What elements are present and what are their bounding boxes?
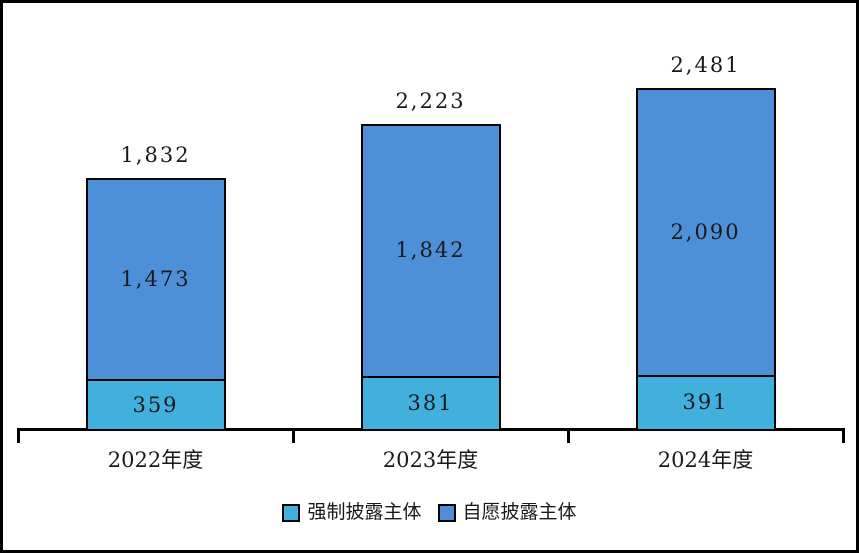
segment-value-label: 1,473: [120, 266, 191, 291]
legend-label: 强制披露主体: [307, 501, 422, 523]
x-axis-tick: [17, 428, 20, 443]
segment-value-label: 2,090: [670, 219, 741, 244]
segment-value-label: 359: [132, 392, 179, 417]
x-axis-tick: [567, 428, 570, 443]
legend-label: 自愿披露主体: [462, 501, 577, 523]
legend-swatch: [282, 503, 301, 522]
stacked-bar: 1,842 381: [360, 123, 501, 431]
legend: 强制披露主体 自愿披露主体: [3, 503, 856, 522]
bar-total-label: 2,481: [670, 52, 741, 77]
segment-value-label: 1,842: [395, 238, 466, 263]
stacked-bar: 2,090 391: [635, 87, 776, 431]
segment-value-label: 381: [407, 391, 454, 416]
legend-item: 强制披露主体: [282, 501, 422, 523]
bar-segment-voluntary: 2,090: [635, 87, 776, 377]
x-axis-tick: [292, 428, 295, 443]
bar-segment-voluntary: 1,842: [360, 123, 501, 379]
x-category-label: 2024年度: [657, 448, 754, 472]
x-category-label: 2022年度: [107, 448, 204, 472]
plot-area: 1,473 359 1,832 2022年度 1,842 381 2,223 2023年度 2,…: [3, 3, 856, 550]
bar-segment-mandatory: 391: [635, 376, 776, 431]
bar-segment-mandatory: 381: [360, 378, 501, 431]
x-axis-tick: [842, 428, 845, 443]
stacked-bar: 1,473 359: [85, 177, 226, 431]
bar-segment-mandatory: 359: [85, 381, 226, 431]
bar-total-label: 2,223: [395, 88, 466, 113]
x-category-label: 2023年度: [382, 448, 479, 472]
legend-item: 自愿披露主体: [437, 501, 577, 523]
bar-segment-voluntary: 1,473: [85, 177, 226, 382]
legend-swatch: [437, 503, 456, 522]
segment-value-label: 391: [682, 390, 729, 415]
bar-total-label: 1,832: [120, 142, 191, 167]
